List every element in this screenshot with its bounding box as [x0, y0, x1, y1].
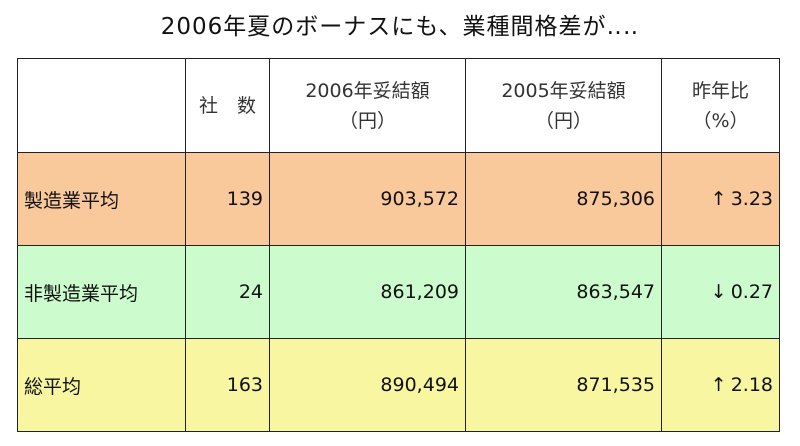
header-amount-2005-line1: 2005年妥結額: [501, 79, 626, 102]
row-companies: 139: [185, 152, 270, 246]
row-label: 総平均: [17, 338, 186, 432]
table-row-total: 総平均 163 890,494 871,535 ↑ 2.18: [17, 338, 780, 432]
header-blank-cell: [17, 58, 186, 153]
down-arrow-icon: ↓: [710, 281, 727, 303]
table-row-manufacturing: 製造業平均 139 903,572 875,306 ↑ 3.23: [17, 152, 780, 246]
header-yoy-line2: （%）: [692, 109, 749, 132]
row-amount-2006: 903,572: [269, 152, 466, 246]
page-title: 2006年夏のボーナスにも、業種間格差が‥‥: [160, 14, 640, 40]
row-yoy: ↑ 3.23: [661, 152, 780, 246]
row-amount-2006: 890,494: [269, 338, 466, 432]
row-amount-2005: 871,535: [465, 338, 662, 432]
header-amount-2005-line2: （円）: [534, 109, 592, 132]
table-row-non-manufacturing: 非製造業平均 24 861,209 863,547 ↓ 0.27: [17, 245, 780, 339]
row-label: 非製造業平均: [17, 245, 186, 339]
row-yoy-value: 3.23: [730, 188, 773, 210]
row-yoy: ↑ 2.18: [661, 338, 780, 432]
header-amount-2005: 2005年妥結額 （円）: [465, 58, 662, 153]
row-yoy: ↓ 0.27: [661, 245, 780, 339]
row-yoy-value: 0.27: [730, 281, 773, 303]
header-companies: 社 数: [185, 58, 270, 153]
row-amount-2006: 861,209: [269, 245, 466, 339]
table-header-row: 社 数 2006年妥結額 （円） 2005年妥結額 （円） 昨年比 （%）: [17, 58, 780, 153]
bonus-comparison-table: 社 数 2006年妥結額 （円） 2005年妥結額 （円） 昨年比 （%） 製造…: [17, 58, 780, 432]
row-companies: 163: [185, 338, 270, 432]
header-amount-2006-line1: 2006年妥結額: [305, 79, 430, 102]
row-amount-2005: 875,306: [465, 152, 662, 246]
up-arrow-icon: ↑: [710, 374, 727, 396]
header-amount-2006: 2006年妥結額 （円）: [269, 58, 466, 153]
row-label: 製造業平均: [17, 152, 186, 246]
row-amount-2005: 863,547: [465, 245, 662, 339]
header-yoy: 昨年比 （%）: [661, 58, 780, 153]
up-arrow-icon: ↑: [710, 188, 727, 210]
header-amount-2006-line2: （円）: [338, 109, 396, 132]
row-yoy-value: 2.18: [730, 374, 773, 396]
row-companies: 24: [185, 245, 270, 339]
header-yoy-line1: 昨年比: [691, 79, 749, 102]
